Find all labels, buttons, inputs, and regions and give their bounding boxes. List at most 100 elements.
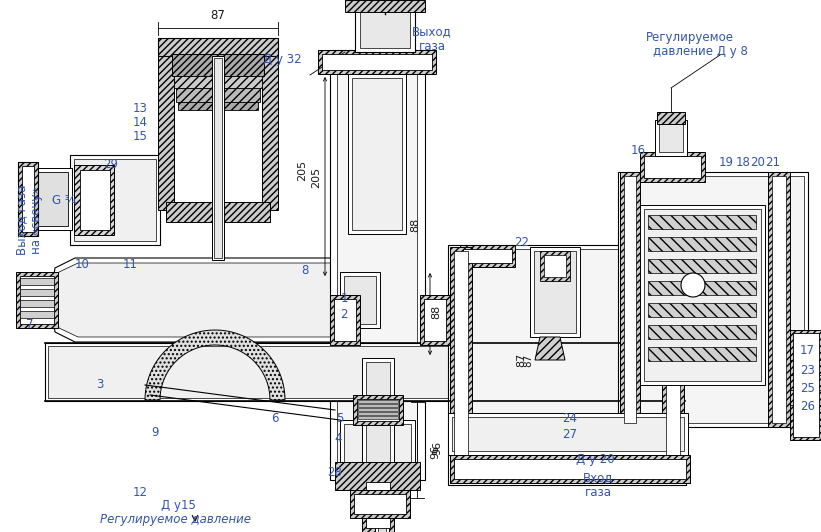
Bar [375, 478, 389, 532]
Bar [454, 459, 686, 479]
Bar [344, 276, 376, 324]
Text: 7: 7 [26, 319, 34, 331]
Bar [378, 482, 386, 532]
Bar [362, 478, 394, 532]
Bar [622, 176, 804, 423]
Bar [20, 300, 54, 307]
Text: Регулируемое давление: Регулируемое давление [100, 513, 251, 527]
Bar [790, 330, 821, 440]
Bar [768, 172, 790, 427]
Bar [20, 278, 54, 285]
Bar [662, 247, 684, 483]
Bar [657, 112, 685, 124]
Bar [793, 333, 819, 437]
Text: 15: 15 [133, 130, 148, 144]
Bar [450, 455, 690, 483]
Text: 12: 12 [132, 486, 148, 498]
Text: 11: 11 [122, 259, 137, 271]
Bar [648, 303, 756, 317]
Bar [460, 245, 515, 267]
Bar [424, 299, 446, 341]
Bar [420, 295, 450, 345]
Bar [80, 170, 110, 230]
Bar [352, 78, 402, 230]
Bar [454, 251, 468, 479]
Text: Выход: Выход [412, 26, 452, 38]
Text: 16: 16 [631, 144, 645, 156]
Bar [648, 325, 756, 339]
Bar [334, 299, 356, 341]
Bar [620, 172, 640, 427]
Bar [214, 58, 222, 258]
Bar [20, 311, 54, 318]
Bar [648, 215, 756, 229]
Text: 14: 14 [133, 115, 148, 129]
Bar [452, 249, 682, 481]
Polygon shape [145, 330, 285, 400]
Text: Выход газа: Выход газа [16, 185, 29, 255]
Bar [176, 88, 260, 102]
Text: G ¾: G ¾ [52, 194, 76, 206]
Bar [648, 281, 756, 295]
Text: 13: 13 [133, 102, 148, 114]
Bar [20, 289, 54, 296]
Bar [262, 56, 278, 210]
Bar [644, 209, 761, 381]
Bar [530, 247, 580, 337]
Text: 24: 24 [562, 411, 577, 425]
Bar [355, 0, 415, 52]
Text: 4: 4 [334, 431, 342, 445]
Text: 6: 6 [271, 411, 279, 425]
Bar [366, 362, 390, 474]
Text: 19: 19 [718, 155, 733, 169]
Text: 23: 23 [800, 363, 815, 377]
Text: 205: 205 [311, 167, 321, 188]
Bar [624, 176, 636, 423]
Polygon shape [54, 263, 354, 337]
Text: 3: 3 [96, 378, 103, 392]
Bar [640, 152, 705, 182]
Text: 10: 10 [75, 259, 89, 271]
Text: 21: 21 [765, 155, 781, 169]
Text: 87: 87 [516, 353, 526, 367]
Bar [335, 462, 420, 490]
Bar [158, 38, 278, 56]
Bar [172, 54, 264, 76]
Bar [618, 172, 808, 427]
Bar [655, 120, 687, 156]
Text: 25: 25 [800, 381, 815, 395]
Text: 8: 8 [301, 263, 309, 277]
Bar [644, 156, 701, 178]
Bar [353, 395, 403, 425]
Bar [366, 478, 390, 532]
Bar [448, 245, 686, 485]
Bar [360, 0, 410, 48]
Bar [22, 166, 34, 232]
Text: 27: 27 [562, 428, 577, 442]
Bar [354, 494, 406, 514]
Bar [178, 102, 258, 110]
Bar [659, 124, 683, 152]
Text: 96: 96 [430, 445, 440, 459]
Bar [463, 249, 512, 263]
Text: на «свечу»: на «свечу» [30, 186, 43, 254]
Bar [452, 417, 684, 451]
Text: 96: 96 [432, 441, 442, 455]
Bar [330, 50, 425, 480]
Text: Д у15: Д у15 [161, 498, 195, 511]
Text: газа: газа [585, 486, 612, 498]
Bar [337, 57, 417, 473]
Bar [174, 56, 262, 210]
Bar [772, 176, 786, 423]
Bar [48, 346, 682, 398]
Bar [366, 482, 390, 528]
Bar [350, 490, 410, 518]
Text: 26: 26 [800, 400, 815, 412]
Bar [18, 162, 38, 236]
Polygon shape [535, 337, 565, 360]
Bar [640, 205, 765, 385]
Bar [158, 56, 174, 210]
Bar [340, 420, 415, 485]
Text: газа: газа [419, 39, 446, 53]
Bar [666, 251, 680, 479]
